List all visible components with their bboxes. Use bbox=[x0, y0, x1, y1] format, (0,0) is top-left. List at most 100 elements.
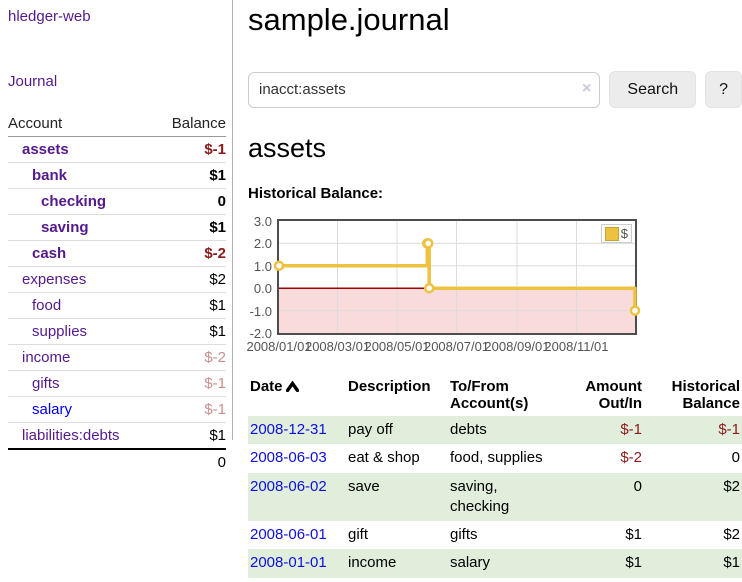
accounts-table: Account Balance assets $-1 bank $1 check… bbox=[8, 111, 226, 475]
y-tick-label: 3.0 bbox=[253, 214, 272, 229]
transaction-amount: $-1 bbox=[620, 421, 642, 438]
account-link-food[interactable]: food bbox=[32, 297, 62, 314]
account-balance: $-1 bbox=[204, 141, 226, 158]
chart-x-axis: 2008/01/01 2008/03/01 2008/05/01 2008/07/01… bbox=[246, 339, 635, 355]
account-link-salary[interactable]: salary bbox=[32, 401, 73, 418]
account-balance: $-2 bbox=[204, 245, 226, 262]
search-form: × Search ? bbox=[248, 71, 742, 108]
register-header-row: Date Description To/From Account(s) Amou… bbox=[248, 376, 742, 416]
clear-search-icon[interactable]: × bbox=[582, 79, 592, 97]
y-tick-label: 1.0 bbox=[253, 258, 272, 274]
register-table: Date Description To/From Account(s) Amou… bbox=[248, 376, 742, 578]
account-row: expenses $2 bbox=[8, 267, 226, 293]
accounts-header-row: Account Balance bbox=[8, 111, 226, 137]
table-row: 2008-06-01 gift gifts $1 $2 bbox=[248, 521, 742, 549]
account-link-income[interactable]: income bbox=[22, 349, 71, 366]
transaction-balance: $2 bbox=[723, 526, 740, 543]
transaction-description: pay off bbox=[348, 421, 393, 438]
transaction-description: eat & shop bbox=[348, 449, 420, 467]
chart-series bbox=[273, 221, 641, 333]
table-row: 2008-06-03 eat & shop food, supplies $-2… bbox=[248, 444, 742, 472]
account-row: liabilities:debts $1 bbox=[8, 423, 226, 449]
transaction-balance: $1 bbox=[723, 554, 740, 572]
sidebar-item-journal[interactable]: Journal bbox=[8, 73, 58, 90]
accounts-column-account: Account bbox=[8, 115, 63, 132]
account-link-expenses[interactable]: expenses bbox=[22, 271, 87, 288]
chart-y-axis: 3.0 2.0 1.0 0.0 -1.0 -2.0 bbox=[248, 215, 272, 340]
transaction-balance: $2 bbox=[723, 477, 740, 495]
register-column-historical: Historical Balance bbox=[671, 378, 740, 412]
register-column-description: Description bbox=[348, 378, 431, 395]
x-tick-label: 2008/09/01 bbox=[484, 339, 550, 354]
transaction-accounts: salary bbox=[450, 554, 491, 572]
account-row: income $-2 bbox=[8, 345, 226, 371]
transaction-amount: $-2 bbox=[620, 449, 642, 467]
account-balance: $1 bbox=[209, 167, 226, 184]
search-input[interactable] bbox=[248, 71, 601, 108]
transaction-accounts: food, supplies bbox=[450, 449, 543, 467]
transaction-date-link[interactable]: 2008-01-01 bbox=[250, 554, 327, 572]
transaction-balance: 0 bbox=[731, 449, 740, 467]
transaction-date-link[interactable]: 2008-12-31 bbox=[250, 421, 327, 438]
account-link-bank[interactable]: bank bbox=[32, 167, 68, 184]
account-row: bank $1 bbox=[8, 163, 226, 189]
help-button[interactable]: ? bbox=[705, 71, 742, 108]
y-tick-label: 0.0 bbox=[253, 281, 272, 297]
sidebar: hledger-web Journal Account Balance asse… bbox=[0, 0, 233, 471]
account-row: saving $1 bbox=[8, 215, 226, 241]
transaction-date-link[interactable]: 2008-06-02 bbox=[250, 477, 327, 495]
historical-balance-chart: 3.0 2.0 1.0 0.0 -1.0 -2.0 $ 2008/01/01 2008/03… bbox=[246, 215, 742, 355]
account-row: checking 0 bbox=[8, 189, 226, 215]
account-row: supplies $1 bbox=[8, 319, 226, 345]
main-content: sample.journal × Search ? assets Histori… bbox=[246, 0, 742, 578]
y-tick-label: -1.0 bbox=[249, 303, 272, 319]
transaction-description: income bbox=[348, 554, 397, 572]
accounts-column-balance: Balance bbox=[171, 115, 226, 132]
account-row: assets $-1 bbox=[8, 137, 226, 163]
search-button[interactable]: Search bbox=[609, 71, 697, 108]
transaction-accounts: saving, checking bbox=[450, 477, 510, 515]
account-balance: 0 bbox=[217, 193, 226, 210]
account-row: food $1 bbox=[8, 293, 226, 319]
chart-plot-area: $ bbox=[273, 219, 641, 335]
x-tick-label: 2008/11/01 bbox=[544, 339, 609, 354]
table-row: 2008-01-01 income salary $1 $1 bbox=[248, 549, 742, 578]
y-tick-label: -2.0 bbox=[249, 326, 272, 341]
transaction-description: gift bbox=[348, 526, 369, 543]
account-link-liabilities-debts[interactable]: liabilities:debts bbox=[22, 427, 120, 444]
account-link-supplies[interactable]: supplies bbox=[32, 323, 88, 340]
accounts-total-row: 0 bbox=[8, 449, 226, 475]
account-link-checking[interactable]: checking bbox=[41, 193, 107, 210]
transaction-balance: $-1 bbox=[718, 421, 740, 438]
transaction-date-link[interactable]: 2008-06-03 bbox=[250, 449, 327, 467]
table-row: 2008-06-02 save saving, checking 0 $2 bbox=[248, 472, 742, 521]
account-link-saving[interactable]: saving bbox=[41, 219, 89, 236]
account-balance: $1 bbox=[209, 219, 226, 236]
page-title: sample.journal bbox=[248, 2, 450, 37]
x-tick-label: 2008/07/01 bbox=[423, 339, 490, 354]
transaction-accounts: debts bbox=[450, 421, 487, 438]
account-balance: $-1 bbox=[204, 401, 226, 418]
brand-link[interactable]: hledger-web bbox=[8, 8, 91, 25]
account-row: salary $-1 bbox=[8, 397, 226, 423]
account-link-gifts[interactable]: gifts bbox=[32, 375, 60, 392]
transaction-amount: $1 bbox=[625, 554, 642, 572]
x-tick-label: 2008/01/01 bbox=[246, 339, 312, 354]
transaction-description: save bbox=[348, 477, 380, 495]
account-balance: $-1 bbox=[204, 375, 226, 392]
register-column-amount: Amount Out/In bbox=[585, 378, 642, 412]
account-heading: assets bbox=[248, 133, 327, 163]
account-balance: $-2 bbox=[204, 349, 226, 366]
y-tick-label: 2.0 bbox=[253, 236, 272, 252]
account-balance: $1 bbox=[209, 297, 226, 314]
account-link-assets[interactable]: assets bbox=[22, 141, 69, 158]
transaction-date-link[interactable]: 2008-06-01 bbox=[250, 526, 327, 543]
account-link-cash[interactable]: cash bbox=[32, 245, 67, 262]
legend-label: $ bbox=[620, 226, 628, 241]
account-row: gifts $-1 bbox=[8, 371, 226, 397]
register-column-date[interactable]: Date bbox=[248, 376, 346, 416]
legend-swatch bbox=[604, 226, 619, 241]
account-balance: $2 bbox=[209, 271, 226, 288]
table-row: 2008-12-31 pay off debts $-1 $-1 bbox=[248, 416, 742, 445]
transaction-amount: $1 bbox=[625, 526, 642, 543]
